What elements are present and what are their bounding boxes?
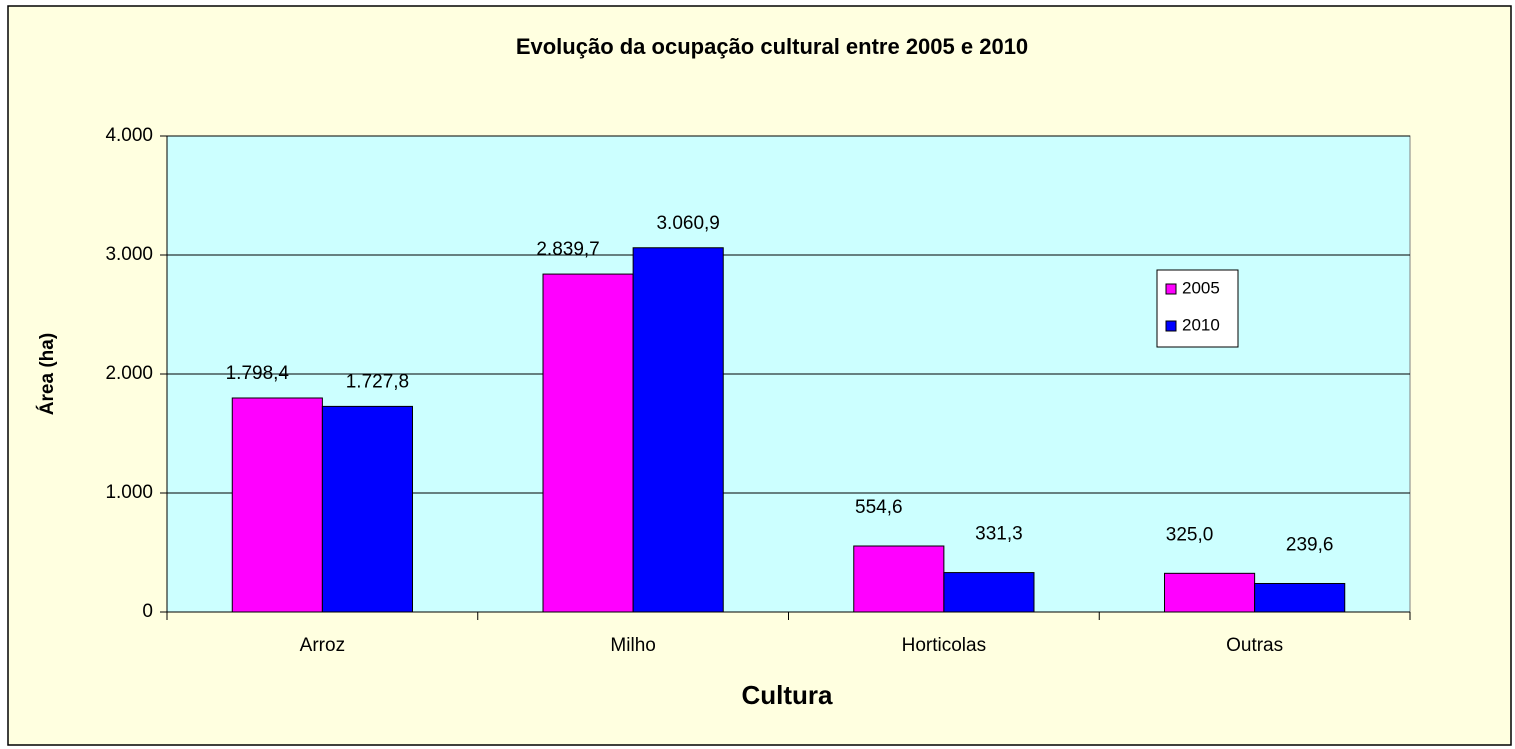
x-axis-label: Cultura [742,680,834,710]
bar [943,572,1035,613]
x-tick-label: Arroz [300,635,345,656]
data-label: 331,3 [975,524,1023,545]
data-label: 239,6 [1286,535,1334,556]
bar [632,247,724,613]
y-tick-label: 4.000 [105,125,153,146]
y-tick-label: 1.000 [105,482,153,503]
bar [542,273,634,613]
legend-swatch [1165,320,1177,332]
y-axis-label: Área (ha) [36,333,58,415]
data-label: 1.798,4 [226,363,290,384]
data-label: 1.727,8 [346,371,409,392]
x-tick-label: Outras [1226,635,1283,656]
y-tick-label: 3.000 [105,244,153,265]
bar [1254,582,1346,613]
bar [853,545,945,613]
bar [321,405,413,613]
data-label: 2.839,7 [536,239,599,260]
data-label: 325,0 [1166,524,1214,545]
x-tick-label: Milho [610,635,655,656]
bar [1164,572,1256,613]
legend-swatch [1165,283,1177,295]
data-label: 554,6 [855,497,903,518]
x-tick-label: Horticolas [902,635,986,656]
data-label: 3.060,9 [656,213,719,234]
legend-label: 2005 [1182,278,1220,297]
y-tick-label: 0 [142,601,153,622]
chart-title: Evolução da ocupação cultural entre 2005… [516,34,1028,59]
legend [1156,269,1239,348]
bar [231,397,323,613]
legend-label: 2010 [1182,315,1220,334]
y-tick-label: 2.000 [105,363,153,384]
